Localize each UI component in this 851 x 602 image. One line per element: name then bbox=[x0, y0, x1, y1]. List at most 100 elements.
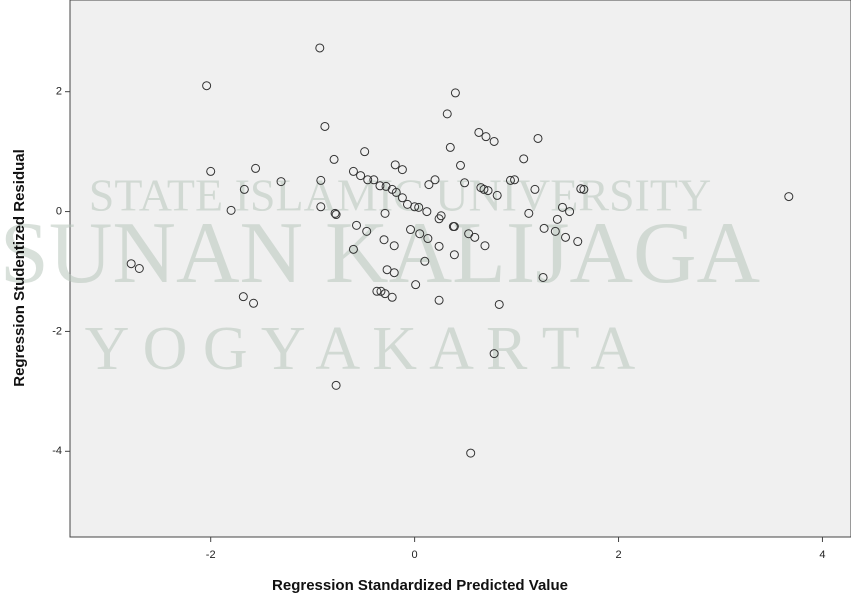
plot-area bbox=[69, 0, 851, 538]
point bbox=[331, 210, 341, 220]
point bbox=[320, 121, 330, 131]
point bbox=[489, 349, 499, 359]
point bbox=[552, 214, 562, 224]
point bbox=[356, 171, 366, 181]
point bbox=[420, 256, 430, 266]
y-tick-label: -4 bbox=[52, 445, 62, 457]
point bbox=[483, 186, 493, 196]
point bbox=[372, 286, 382, 296]
point bbox=[330, 208, 340, 218]
x-tick-label: 2 bbox=[615, 549, 621, 561]
point bbox=[363, 175, 373, 185]
point bbox=[784, 192, 794, 202]
watermark: STATE ISLAMIC UNIVERSITY bbox=[89, 170, 711, 221]
point bbox=[276, 177, 286, 187]
point bbox=[445, 142, 455, 152]
point bbox=[315, 43, 325, 53]
point bbox=[389, 268, 399, 278]
point bbox=[434, 295, 444, 305]
point bbox=[352, 220, 362, 230]
x-tick-label: 0 bbox=[412, 549, 418, 561]
point bbox=[434, 214, 444, 224]
point bbox=[348, 244, 358, 254]
point bbox=[391, 187, 401, 197]
watermark: SUNAN KALIJAGA bbox=[0, 205, 760, 302]
point bbox=[389, 241, 399, 251]
point bbox=[410, 202, 420, 212]
y-tick-label: 0 bbox=[56, 205, 62, 217]
point bbox=[379, 235, 389, 245]
y-axis-label: Regression Studentized Residual bbox=[11, 149, 28, 387]
point bbox=[380, 208, 390, 218]
point bbox=[519, 154, 529, 164]
point bbox=[565, 207, 575, 217]
point bbox=[397, 165, 407, 175]
point bbox=[510, 175, 520, 185]
point bbox=[226, 205, 236, 215]
x-axis-label: Regression Standardized Predicted Value bbox=[272, 577, 568, 594]
point bbox=[239, 184, 249, 194]
point bbox=[316, 175, 326, 185]
point bbox=[206, 166, 216, 176]
point bbox=[480, 241, 490, 251]
point bbox=[331, 380, 341, 390]
point bbox=[489, 136, 499, 146]
y-tick-label: -2 bbox=[52, 325, 62, 337]
point bbox=[238, 292, 248, 302]
point bbox=[126, 259, 136, 269]
point bbox=[348, 166, 358, 176]
point bbox=[316, 202, 326, 212]
watermark: Y O G Y A K A R T A bbox=[85, 315, 636, 383]
point bbox=[474, 127, 484, 137]
point bbox=[381, 181, 391, 191]
point bbox=[561, 232, 571, 242]
point bbox=[450, 88, 460, 98]
point bbox=[494, 299, 504, 309]
point bbox=[573, 237, 583, 247]
point bbox=[456, 160, 465, 170]
point bbox=[466, 448, 476, 458]
point bbox=[362, 226, 372, 236]
point bbox=[430, 175, 440, 185]
point bbox=[329, 154, 339, 164]
point bbox=[524, 208, 534, 218]
point bbox=[397, 193, 407, 203]
point bbox=[550, 226, 560, 236]
point bbox=[505, 175, 515, 185]
point bbox=[479, 184, 489, 194]
point bbox=[442, 109, 452, 119]
point bbox=[470, 232, 480, 242]
point bbox=[406, 225, 416, 235]
point bbox=[414, 202, 424, 212]
y-tick-label: 2 bbox=[56, 86, 62, 98]
point bbox=[538, 272, 548, 282]
x-tick-label: 4 bbox=[819, 549, 825, 561]
point bbox=[415, 229, 425, 239]
point bbox=[390, 160, 400, 170]
point bbox=[579, 184, 589, 194]
point bbox=[251, 163, 261, 173]
point bbox=[449, 250, 459, 260]
x-tick-label: -2 bbox=[206, 549, 216, 561]
point bbox=[423, 234, 433, 244]
point bbox=[481, 132, 491, 142]
point bbox=[134, 264, 144, 273]
point bbox=[492, 190, 502, 200]
point bbox=[387, 292, 397, 302]
point bbox=[249, 298, 259, 308]
point bbox=[380, 289, 390, 299]
point bbox=[360, 147, 370, 157]
point bbox=[424, 180, 434, 190]
point bbox=[411, 280, 421, 290]
point bbox=[369, 175, 379, 185]
point bbox=[422, 207, 432, 217]
point bbox=[539, 223, 549, 233]
point bbox=[557, 202, 567, 212]
point bbox=[202, 81, 212, 91]
point bbox=[375, 181, 385, 191]
point bbox=[533, 133, 543, 143]
point bbox=[576, 184, 586, 194]
point bbox=[436, 211, 446, 221]
